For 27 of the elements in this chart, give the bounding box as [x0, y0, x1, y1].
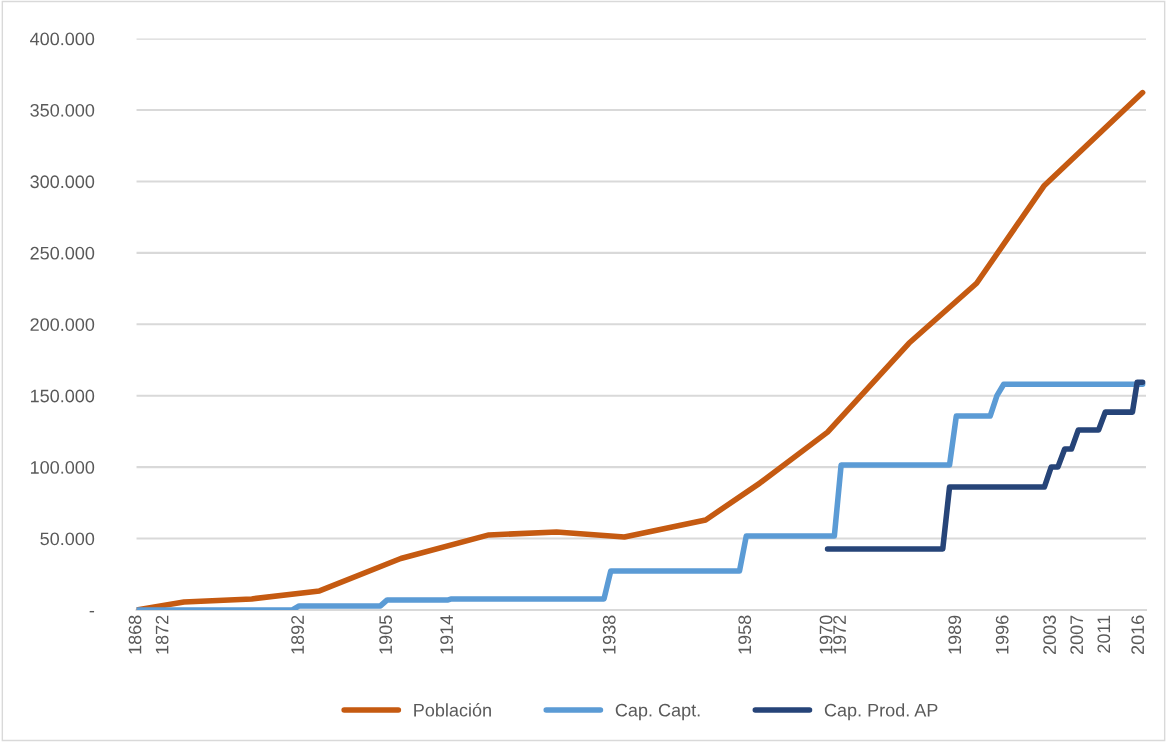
y-tick-label: 400.000 [30, 32, 95, 46]
x-tick-label: 1905 [379, 615, 393, 654]
y-tick-label: 200.000 [30, 318, 95, 331]
y-tick-label: 300.000 [30, 175, 95, 189]
x-tick-label: 2011 [1097, 615, 1111, 653]
legend-label: Cap. Prod. AP [824, 703, 938, 721]
x-tick-label: 1996 [995, 615, 1009, 654]
x-tick-label: 1972 [833, 615, 846, 654]
x-tick-label: 1914 [440, 615, 454, 654]
x-tick-label: 2007 [1070, 615, 1084, 655]
legend-label: Población [414, 703, 491, 717]
x-tick-label: 2016 [1131, 615, 1145, 655]
y-tick-label: - [89, 610, 95, 613]
x-tick-label: 1958 [738, 615, 752, 654]
x-tick-label: 1868 [128, 615, 142, 654]
y-tick-label: 50.000 [40, 532, 95, 546]
x-tick-label: 1892 [291, 615, 304, 654]
x-tick-label: 2003 [1043, 615, 1056, 655]
x-tick-label: 1872 [155, 615, 169, 654]
y-tick-label: 100.000 [30, 461, 95, 474]
x-tick-label: 1938 [602, 615, 616, 654]
y-tick-label: 350.000 [30, 103, 95, 117]
legend-label: Cap. Capt. [615, 703, 700, 721]
x-tick-label: 1989 [948, 615, 962, 654]
x-tick-label: 1970 [819, 615, 833, 654]
y-tick-label: 250.000 [30, 246, 95, 260]
y-tick-label: 150.000 [30, 389, 95, 403]
